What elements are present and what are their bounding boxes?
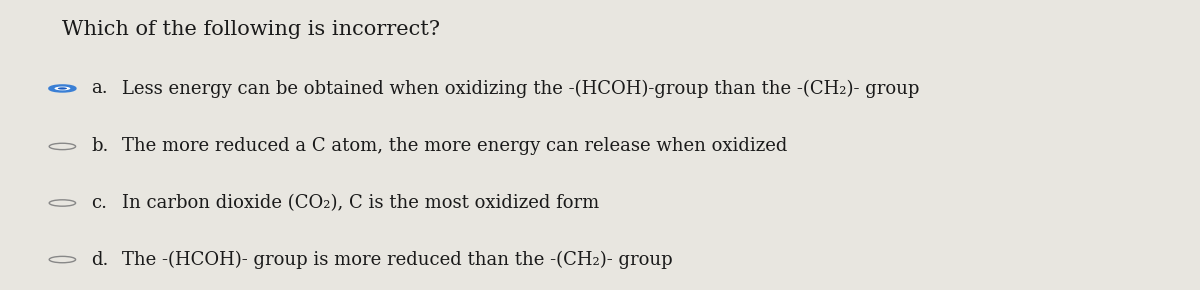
Text: b.: b.	[91, 137, 108, 155]
Text: The more reduced a C atom, the more energy can release when oxidized: The more reduced a C atom, the more ener…	[122, 137, 787, 155]
Text: d.: d.	[91, 251, 108, 269]
Text: The -(HCOH)- group is more reduced than the -(CH₂)- group: The -(HCOH)- group is more reduced than …	[122, 251, 673, 269]
Text: Less energy can be obtained when oxidizing the -(HCOH)-group than the -(CH₂)- gr: Less energy can be obtained when oxidizi…	[122, 79, 919, 97]
Text: c.: c.	[91, 194, 107, 212]
Text: a.: a.	[91, 79, 108, 97]
Circle shape	[54, 86, 71, 90]
Circle shape	[58, 87, 67, 90]
Text: In carbon dioxide (CO₂), C is the most oxidized form: In carbon dioxide (CO₂), C is the most o…	[122, 194, 600, 212]
Text: Which of the following is incorrect?: Which of the following is incorrect?	[62, 20, 440, 39]
Circle shape	[49, 85, 76, 92]
